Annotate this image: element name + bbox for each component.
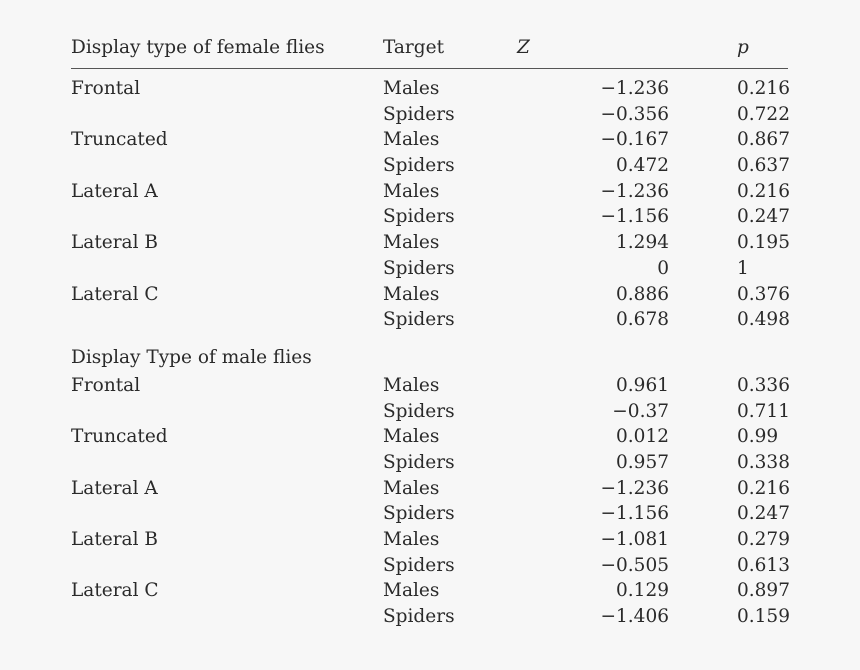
table-row: Spiders 0.472 0.637 xyxy=(71,152,790,178)
table-row: Lateral A Males −1.236 0.216 xyxy=(71,475,790,501)
target-cell: Spiders xyxy=(383,103,455,125)
section-label-text: Display Type of male flies xyxy=(71,346,312,368)
z-value-cell: −1.236 xyxy=(600,78,669,99)
table-row: Spiders −1.406 0.159 xyxy=(71,603,790,629)
z-value-cell: 0.961 xyxy=(616,374,669,396)
table-row: Spiders −0.356 0.722 xyxy=(71,101,790,127)
table-row: Lateral B Males 1.294 0.195 xyxy=(71,229,790,255)
header-target: Target xyxy=(383,37,445,58)
z-value-cell: −1.236 xyxy=(600,180,669,202)
z-value-cell: −0.167 xyxy=(600,129,669,151)
results-table: Display type of female flies Target Z p … xyxy=(71,36,790,629)
z-value-cell: −1.236 xyxy=(600,477,669,499)
p-value-cell: 0.195 xyxy=(737,232,790,254)
table-header: Display type of female flies Target Z p xyxy=(71,36,788,69)
display-type-cell: Truncated xyxy=(71,426,168,448)
target-cell: Spiders xyxy=(383,503,455,525)
p-value-cell: 0.897 xyxy=(737,580,790,602)
p-value-cell: 0.376 xyxy=(737,283,790,305)
p-value-cell: 0.159 xyxy=(737,606,790,628)
display-type-cell: Lateral A xyxy=(71,477,158,499)
table-row: Lateral A Males −1.236 0.216 xyxy=(71,178,790,204)
target-cell: Spiders xyxy=(383,155,455,177)
z-value-cell: 0.957 xyxy=(616,451,669,473)
target-cell: Males xyxy=(383,283,440,305)
z-value-cell: −0.356 xyxy=(600,103,669,125)
target-cell: Males xyxy=(383,529,440,550)
z-value-cell: −1.156 xyxy=(600,503,669,525)
section-label: Display Type of male flies xyxy=(71,332,788,372)
z-value-cell: −1.406 xyxy=(600,606,669,628)
target-cell: Spiders xyxy=(383,309,455,331)
z-value-cell: 0.886 xyxy=(616,283,669,305)
z-value-cell: −0.505 xyxy=(600,554,669,576)
target-cell: Males xyxy=(383,374,440,396)
p-value-cell: 0.722 xyxy=(737,103,790,125)
target-cell: Males xyxy=(383,580,440,602)
z-value-cell: −1.081 xyxy=(600,529,669,550)
table-row: Lateral C Males 0.886 0.376 xyxy=(71,281,790,307)
p-value-cell: 0.247 xyxy=(737,206,790,228)
p-value-cell: 0.338 xyxy=(737,451,790,473)
z-value-cell: −0.37 xyxy=(612,400,669,422)
table-row: Truncated Males 0.012 0.99 xyxy=(71,423,788,449)
display-type-cell: Lateral B xyxy=(71,232,158,254)
target-cell: Males xyxy=(383,477,440,499)
p-value-cell: 0.867 xyxy=(737,129,790,151)
p-value-cell: 1 xyxy=(737,257,749,279)
target-cell: Males xyxy=(383,426,440,448)
p-value-cell: 0.711 xyxy=(737,400,790,422)
z-value-cell: 0.012 xyxy=(616,426,669,448)
z-value-cell: 0.129 xyxy=(616,580,669,602)
target-cell: Males xyxy=(383,129,440,151)
table-row: Truncated Males −0.167 0.867 xyxy=(71,126,790,152)
target-cell: Males xyxy=(383,180,440,202)
p-value-cell: 0.99 xyxy=(737,426,779,448)
target-cell: Spiders xyxy=(383,400,455,422)
z-value-cell: −1.156 xyxy=(600,206,669,228)
target-cell: Spiders xyxy=(383,257,455,279)
table-row: Spiders −0.37 0.711 xyxy=(71,398,790,424)
p-value-cell: 0.216 xyxy=(737,78,790,99)
target-cell: Spiders xyxy=(383,554,455,576)
z-value-cell: 0 xyxy=(657,257,669,279)
p-value-cell: 0.279 xyxy=(737,529,790,550)
p-value-cell: 0.216 xyxy=(737,477,790,499)
table-row: Spiders 0 1 xyxy=(71,255,788,281)
p-value-cell: 0.216 xyxy=(737,180,790,202)
table-row: Spiders −1.156 0.247 xyxy=(71,500,790,526)
display-type-cell: Lateral B xyxy=(71,529,158,550)
target-cell: Spiders xyxy=(383,606,455,628)
display-type-cell: Lateral C xyxy=(71,580,159,602)
table-row: Spiders 0.678 0.498 xyxy=(71,306,790,332)
display-type-cell: Frontal xyxy=(71,78,141,99)
display-type-cell: Frontal xyxy=(71,374,141,396)
target-cell: Spiders xyxy=(383,451,455,473)
p-value-cell: 0.247 xyxy=(737,503,790,525)
table-row: Lateral B Males −1.081 0.279 xyxy=(71,526,790,552)
table-row: Spiders −1.156 0.247 xyxy=(71,203,790,229)
table-row: Frontal Males −1.236 0.216 xyxy=(71,75,790,101)
z-value-cell: 1.294 xyxy=(616,232,669,254)
target-cell: Males xyxy=(383,78,440,99)
target-cell: Spiders xyxy=(383,206,455,228)
target-cell: Males xyxy=(383,232,440,254)
header-p: p xyxy=(737,37,749,58)
display-type-cell: Lateral A xyxy=(71,180,158,202)
z-value-cell: 0.678 xyxy=(616,309,669,331)
display-type-cell: Lateral C xyxy=(71,283,159,305)
z-value-cell: 0.472 xyxy=(616,155,669,177)
table-row: Lateral C Males 0.129 0.897 xyxy=(71,577,790,603)
p-value-cell: 0.613 xyxy=(737,554,790,576)
header-z: Z xyxy=(517,37,530,58)
display-type-cell: Truncated xyxy=(71,129,168,151)
p-value-cell: 0.336 xyxy=(737,374,790,396)
table-row: Spiders −0.505 0.613 xyxy=(71,552,790,578)
table-row: Spiders 0.957 0.338 xyxy=(71,449,790,475)
table-body: Frontal Males −1.236 0.216 Spiders −0.356 0.72… xyxy=(71,69,790,629)
header-display-type: Display type of female flies xyxy=(71,37,325,58)
p-value-cell: 0.498 xyxy=(737,309,790,331)
p-value-cell: 0.637 xyxy=(737,155,790,177)
table-row: Frontal Males 0.961 0.336 xyxy=(71,372,790,398)
